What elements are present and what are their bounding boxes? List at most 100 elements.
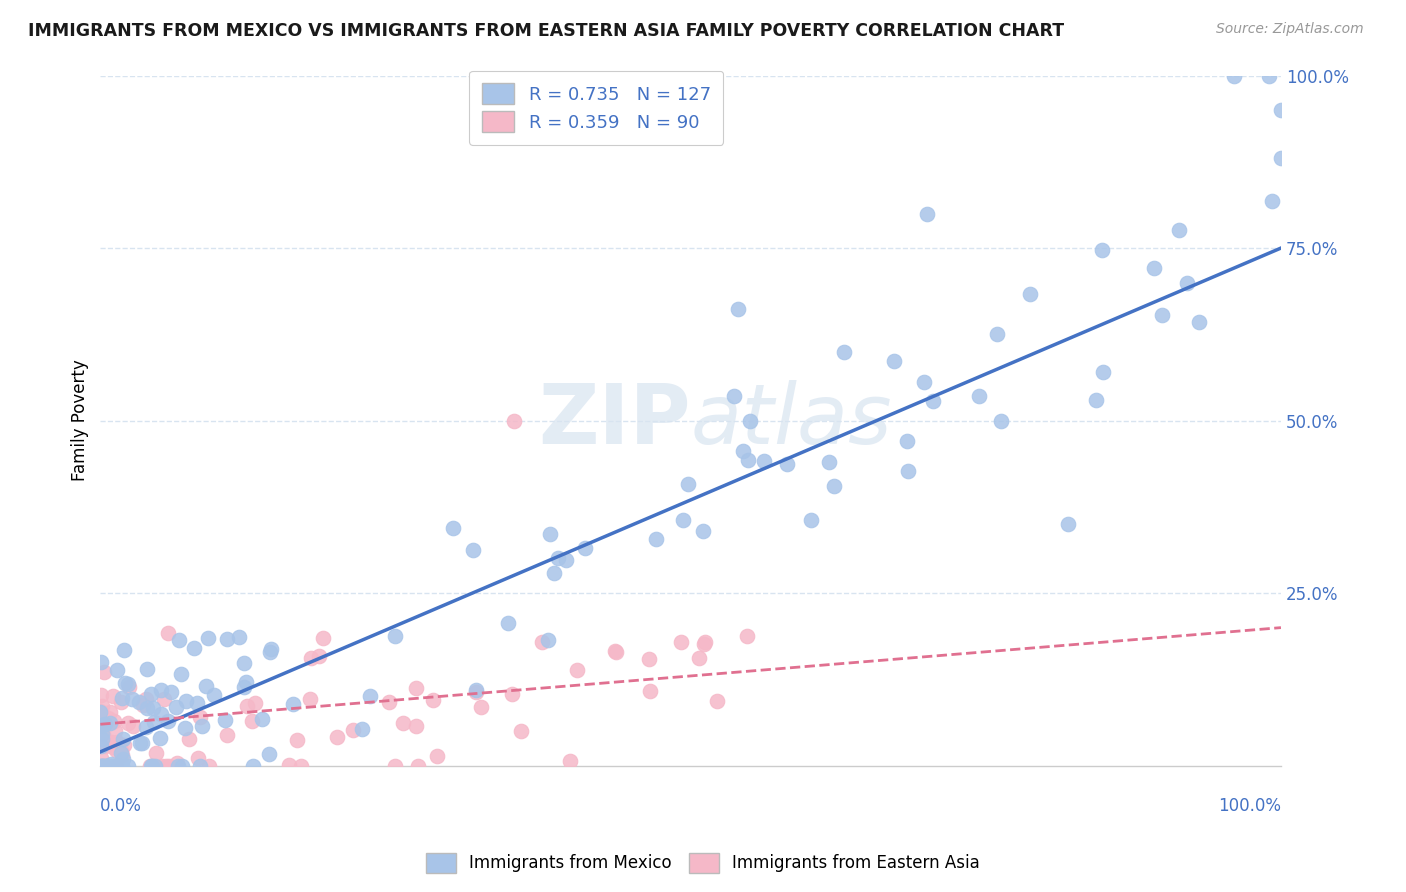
Point <box>465 682 488 697</box>
Point <box>671 634 693 648</box>
Point <box>89 758 111 772</box>
Point <box>167 633 190 648</box>
Point <box>278 758 301 772</box>
Point <box>188 758 211 772</box>
Point <box>1175 276 1198 290</box>
Point <box>142 701 165 715</box>
Point <box>342 723 364 737</box>
Point <box>540 527 562 541</box>
Point <box>157 626 180 640</box>
Point <box>688 650 710 665</box>
Point <box>243 696 266 710</box>
Point <box>228 630 250 644</box>
Point <box>98 716 121 731</box>
Point <box>91 718 114 732</box>
Point <box>1270 152 1292 166</box>
Point <box>170 667 193 681</box>
Point <box>441 521 464 535</box>
Point <box>157 758 180 772</box>
Point <box>733 444 755 458</box>
Point <box>912 375 935 389</box>
Point <box>172 758 194 772</box>
Point <box>187 751 209 765</box>
Legend: Immigrants from Mexico, Immigrants from Eastern Asia: Immigrants from Mexico, Immigrants from … <box>419 847 987 880</box>
Point <box>752 454 775 468</box>
Text: IMMIGRANTS FROM MEXICO VS IMMIGRANTS FROM EASTERN ASIA FAMILY POVERTY CORRELATIO: IMMIGRANTS FROM MEXICO VS IMMIGRANTS FRO… <box>28 22 1064 40</box>
Point <box>692 638 714 652</box>
Point <box>128 695 150 709</box>
Point <box>509 724 531 739</box>
Point <box>290 758 312 772</box>
Point <box>405 719 427 733</box>
Point <box>672 513 695 527</box>
Point <box>574 541 596 555</box>
Point <box>832 344 855 359</box>
Point <box>91 739 114 753</box>
Point <box>100 756 122 771</box>
Point <box>312 632 335 646</box>
Point <box>547 551 569 566</box>
Point <box>104 743 127 757</box>
Point <box>298 692 321 706</box>
Point <box>1057 517 1080 532</box>
Point <box>1091 243 1114 257</box>
Point <box>153 692 176 706</box>
Point <box>737 453 759 467</box>
Point <box>94 717 117 731</box>
Point <box>118 680 141 694</box>
Point <box>114 675 136 690</box>
Point <box>110 746 132 760</box>
Point <box>121 719 143 733</box>
Point <box>135 691 157 706</box>
Point <box>1258 69 1281 83</box>
Point <box>1019 287 1042 301</box>
Point <box>776 457 799 471</box>
Point <box>121 691 143 706</box>
Point <box>384 758 406 772</box>
Point <box>695 635 717 649</box>
Point <box>143 758 166 772</box>
Point <box>105 663 128 677</box>
Point <box>260 642 283 657</box>
Point <box>90 758 112 772</box>
Point <box>817 455 839 469</box>
Point <box>1168 222 1191 236</box>
Point <box>406 758 429 772</box>
Point <box>90 751 112 765</box>
Point <box>94 739 117 754</box>
Point <box>96 758 118 772</box>
Point <box>117 758 139 772</box>
Legend: R = 0.735   N = 127, R = 0.359   N = 90: R = 0.735 N = 127, R = 0.359 N = 90 <box>470 70 723 145</box>
Point <box>1261 194 1284 208</box>
Point <box>605 644 627 658</box>
Point <box>110 742 132 756</box>
Point <box>202 688 225 702</box>
Point <box>101 758 124 772</box>
Point <box>100 734 122 748</box>
Point <box>141 758 163 772</box>
Point <box>174 721 197 735</box>
Point <box>233 680 256 694</box>
Point <box>90 739 112 753</box>
Point <box>470 699 492 714</box>
Point <box>111 691 134 706</box>
Point <box>89 758 111 772</box>
Text: Source: ZipAtlas.com: Source: ZipAtlas.com <box>1216 22 1364 37</box>
Point <box>136 662 159 676</box>
Point <box>112 643 135 657</box>
Y-axis label: Family Poverty: Family Poverty <box>72 359 89 482</box>
Point <box>392 715 415 730</box>
Text: ZIP: ZIP <box>538 380 690 461</box>
Point <box>91 758 114 772</box>
Point <box>531 635 554 649</box>
Point <box>91 706 114 721</box>
Point <box>112 738 135 752</box>
Point <box>177 731 200 746</box>
Point <box>90 718 112 732</box>
Point <box>166 756 188 770</box>
Point <box>1270 103 1292 117</box>
Point <box>915 206 938 220</box>
Point <box>567 663 589 677</box>
Point <box>560 754 582 768</box>
Point <box>90 655 112 669</box>
